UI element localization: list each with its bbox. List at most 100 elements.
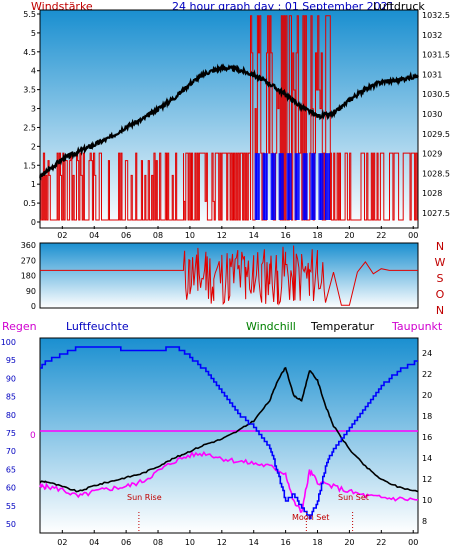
wind-strength-line <box>329 152 418 221</box>
pressure-axis-ticks: 1032.5 1032 1031.5 1031 1030.5 1030 1029.5 1029… <box>422 11 450 218</box>
pressure-tick-label: 1029.5 <box>422 130 450 139</box>
humidity-label: Luftfeuchte <box>66 320 129 333</box>
wind-direction-series <box>40 245 418 306</box>
time-tick-label: 04 <box>89 231 99 240</box>
time-tick-label: 18 <box>312 538 322 547</box>
humidity-tick-label: 50 <box>6 520 16 529</box>
wind-tick-label: 3.5 <box>23 86 36 95</box>
wind-axis-ticks: 5.5 5 4.5 4 3.5 3 2.5 2 1.5 1 0.5 0 <box>23 10 40 227</box>
humidity-tick-label: 65 <box>6 465 16 474</box>
direction-tick-label: 270 <box>21 256 36 265</box>
pressure-tick-label: 1030.5 <box>422 90 450 99</box>
time-tick-label: 06 <box>121 538 131 547</box>
temperature-label: Temperatur <box>310 320 375 333</box>
temperature-line <box>39 366 419 493</box>
wind-tick-label: 0.5 <box>23 199 36 208</box>
temperature-tick-label: 16 <box>422 433 432 442</box>
wind-tick-label: 5 <box>31 29 36 38</box>
time-tick-label: 22 <box>376 538 386 547</box>
wind-pressure-panel <box>39 9 419 229</box>
temperature-tick-label: 22 <box>422 370 432 379</box>
direction-tick-label: 90 <box>26 287 36 296</box>
temperature-humidity-series <box>39 346 419 532</box>
wind-tick-label: 5.5 <box>23 10 36 19</box>
time-tick-label: 02 <box>57 231 67 240</box>
humidity-tick-label: 60 <box>6 484 16 493</box>
pressure-tick-label: 1029 <box>422 150 442 159</box>
sun-rise-label: Sun Rise <box>127 493 162 502</box>
rain-label: Regen <box>2 320 37 333</box>
wind-strength-line <box>183 152 251 221</box>
dewpoint-line <box>39 450 418 513</box>
direction-tick-label: 180 <box>21 272 36 281</box>
time-tick-label: 14 <box>249 231 259 240</box>
time-tick-label: 10 <box>185 231 195 240</box>
pressure-tick-label: 1031 <box>422 70 442 79</box>
wind-tick-label: 4 <box>31 67 36 76</box>
time-tick-label: 16 <box>281 231 291 240</box>
dewpoint-label: Taupunkt <box>391 320 443 333</box>
time-tick-label: 14 <box>249 538 259 547</box>
compass-label: S <box>437 272 444 285</box>
temperature-tick-label: 20 <box>422 391 432 400</box>
pressure-tick-label: 1027.5 <box>422 209 450 218</box>
humidity-tick-label: 90 <box>6 374 16 383</box>
time-tick-label: 06 <box>121 231 131 240</box>
compass-label: N <box>436 304 444 317</box>
temperature-axis-ticks: 24 22 20 18 16 14 12 10 8 <box>422 349 432 526</box>
time-tick-label: 12 <box>217 538 227 547</box>
pressure-tick-label: 1028.5 <box>422 169 450 178</box>
time-tick-label: 04 <box>89 538 99 547</box>
pressure-tick-label: 1028 <box>422 189 442 198</box>
direction-tick-label: 360 <box>21 241 36 250</box>
time-tick-label: 12 <box>217 231 227 240</box>
time-tick-label: 00 <box>408 231 418 240</box>
time-tick-label: 02 <box>57 538 67 547</box>
wind-tick-label: 2.5 <box>23 123 36 132</box>
temperature-tick-label: 14 <box>422 454 432 463</box>
temperature-tick-label: 12 <box>422 475 432 484</box>
pressure-tick-label: 1032 <box>422 31 442 40</box>
humidity-tick-label: 55 <box>6 502 16 511</box>
temperature-tick-label: 18 <box>422 412 432 421</box>
temperature-tick-label: 24 <box>422 349 432 358</box>
time-tick-label: 00 <box>408 538 418 547</box>
wind-strength-line <box>40 152 184 221</box>
compass-label: N <box>436 240 444 253</box>
wind-pressure-series <box>39 15 419 221</box>
wind-direction-line <box>40 245 418 306</box>
sun-set-label: Sun Set <box>338 493 369 502</box>
humidity-line <box>40 346 418 520</box>
time-axis-ticks-top: 02 04 06 08 10 12 14 16 18 20 22 00 <box>57 226 418 240</box>
temperature-tick-label: 8 <box>422 517 427 526</box>
time-tick-label: 16 <box>281 538 291 547</box>
pressure-tick-label: 1032.5 <box>422 11 450 20</box>
temperature-tick-label: 10 <box>422 496 432 505</box>
windchill-label: Windchill <box>246 320 296 333</box>
rain-zero-label: 0 <box>30 431 36 441</box>
pressure-tick-label: 1031.5 <box>422 51 450 60</box>
direction-axis-ticks: 360 270 180 90 0 <box>21 241 36 311</box>
wind-tick-label: 1 <box>31 180 36 189</box>
time-axis-ticks-bottom: 02 04 06 08 10 12 14 16 18 20 22 00 <box>57 530 418 547</box>
time-tick-label: 20 <box>344 231 354 240</box>
wind-tick-label: 2 <box>31 142 36 151</box>
wind-tick-label: 4.5 <box>23 48 36 57</box>
wind-tick-label: 0 <box>31 218 36 227</box>
wind-tick-label: 1.5 <box>23 161 36 170</box>
direction-tick-label: 0 <box>31 302 36 311</box>
compass-label: O <box>436 288 445 301</box>
humidity-axis-ticks: 100 95 90 85 80 75 70 65 60 55 50 <box>1 338 16 529</box>
compass-label: W <box>435 256 446 269</box>
time-tick-label: 10 <box>185 538 195 547</box>
time-tick-label: 22 <box>376 231 386 240</box>
pressure-line <box>39 63 419 181</box>
time-tick-label: 08 <box>153 538 163 547</box>
time-tick-label: 20 <box>344 538 354 547</box>
time-tick-label: 08 <box>153 231 163 240</box>
humidity-tick-label: 80 <box>6 411 16 420</box>
humidity-tick-label: 85 <box>6 393 16 402</box>
humidity-tick-label: 70 <box>6 447 16 456</box>
